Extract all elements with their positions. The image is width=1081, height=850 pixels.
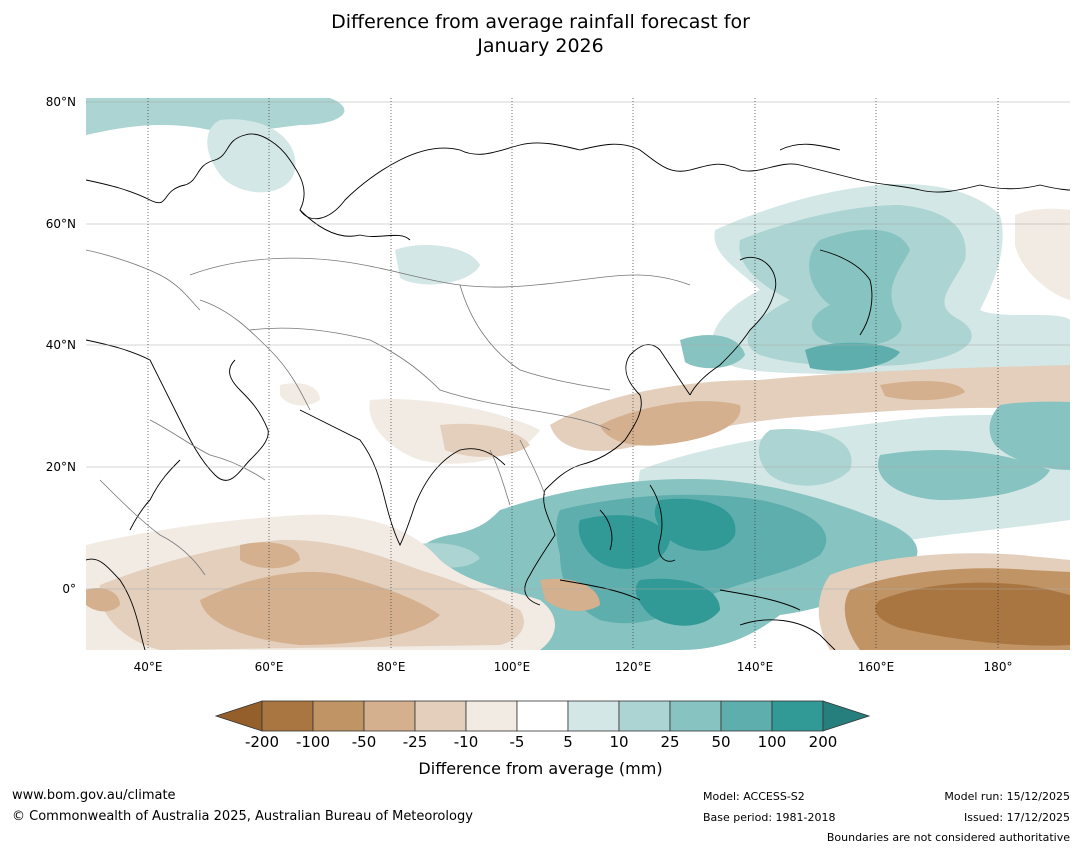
anomaly-alaska-dry — [1015, 208, 1070, 300]
anomaly-tropical-pacific-wet-3 — [989, 401, 1070, 470]
lon-label-120e: 120°E — [614, 660, 652, 674]
issued-text: Issued: 17/12/2025 — [963, 811, 1070, 824]
lon-label-40e: 40°E — [133, 660, 163, 674]
anomaly-mongolia-wet — [395, 245, 480, 285]
anomaly-indian-ocean-dry-3 — [200, 571, 440, 645]
meridians — [147, 98, 999, 650]
lat-label-60n: 60°N — [45, 217, 76, 231]
colorbar-tick-label: 10 — [609, 733, 629, 751]
colorbar-tick-label: -10 — [453, 733, 479, 751]
colorbar-tick-label: 50 — [711, 733, 731, 751]
colorbar-tick-label: -50 — [351, 733, 377, 751]
anomaly-nw-pacific-wet-4 — [805, 342, 900, 371]
anomaly-java-sea-dry — [540, 578, 600, 612]
lon-label-80e: 80°E — [376, 660, 406, 674]
colorbar-swatch-5 — [516, 700, 569, 732]
base-period-text: Base period: 1981-2018 — [703, 811, 836, 824]
anomaly-africa-coast-dry — [86, 588, 120, 612]
graticule — [86, 101, 1070, 590]
anomaly-tropical-pacific-wet-4 — [878, 450, 1050, 500]
model-text: Model: ACCESS-S2 — [703, 790, 805, 803]
lat-label-0: 0° — [62, 582, 76, 596]
anomaly-south-asia-dry-2 — [440, 423, 530, 457]
anomaly-kara-wet — [207, 119, 296, 193]
colorbar-swatch-2 — [363, 700, 416, 732]
colorbar-label: Difference from average (mm) — [418, 759, 663, 778]
lat-label-40n: 40°N — [45, 338, 76, 352]
colorbar-tick-label: -200 — [244, 733, 280, 751]
lon-label-160e: 160°E — [857, 660, 895, 674]
colorbar-swatch-1 — [312, 700, 365, 732]
anomaly-tropical-pacific-wet-2 — [758, 429, 852, 486]
lat-label-20n: 20°N — [45, 460, 76, 474]
title-line-2: January 2026 — [477, 35, 604, 57]
colorbar-under-arrow — [214, 700, 263, 732]
colorbar-tick-label: -5 — [509, 733, 525, 751]
colorbar-tick-label: 5 — [563, 733, 573, 751]
colorbar-swatch-4 — [465, 700, 518, 732]
colorbar-tick-label: -100 — [295, 733, 331, 751]
title-line-1: Difference from average rainfall forecas… — [331, 11, 750, 33]
anomaly-maritime-wet-3 — [578, 515, 670, 569]
colorbar — [214, 700, 871, 732]
colorbar-swatch-0 — [261, 700, 314, 732]
lon-label-140e: 140°E — [736, 660, 774, 674]
anomaly-subtropical-dry-2 — [600, 401, 741, 446]
anomaly-arctic-wet — [86, 98, 345, 135]
copyright-text: © Commonwealth of Australia 2025, Austra… — [12, 809, 473, 824]
colorbar-tick-label: 100 — [757, 733, 787, 751]
colorbar-swatch-10 — [771, 700, 824, 732]
anomaly-south-pacific-dry-3 — [875, 582, 1070, 646]
colorbar-swatch-8 — [669, 700, 722, 732]
anomaly-indian-ocean-dry-4 — [240, 542, 300, 569]
colorbar-tick-label: 200 — [808, 733, 838, 751]
anomaly-maritime-wet-4 — [654, 498, 736, 551]
anomaly-fields — [86, 98, 1070, 650]
anomaly-maritime-wet-5 — [635, 578, 720, 626]
map-title: Difference from average rainfall forecas… — [0, 10, 1081, 58]
colorbar-swatch-7 — [618, 700, 671, 732]
model-run-text: Model run: 15/12/2025 — [944, 790, 1070, 803]
anomaly-japan-wet — [680, 335, 745, 369]
colorbar-over-arrow — [822, 700, 871, 732]
anomaly-nw-pacific-wet-3 — [809, 229, 910, 347]
colorbar-tick-label: -25 — [402, 733, 428, 751]
lat-label-80n: 80°N — [45, 95, 76, 109]
disclaimer-text: Boundaries are not considered authoritat… — [826, 831, 1070, 844]
country-boundaries — [86, 249, 691, 576]
lon-label-60e: 60°E — [254, 660, 284, 674]
anomaly-arabia-dry — [280, 383, 320, 406]
lon-label-100e: 100°E — [493, 660, 531, 674]
anomaly-subtropical-dry-3 — [880, 380, 965, 401]
colorbar-tick-label: 25 — [660, 733, 680, 751]
coastlines — [86, 133, 1070, 650]
lon-label-180: 180° — [983, 660, 1013, 674]
colorbar-swatch-3 — [414, 700, 467, 732]
colorbar-swatch-9 — [720, 700, 773, 732]
website-link[interactable]: www.bom.gov.au/climate — [12, 788, 176, 803]
colorbar-swatch-6 — [567, 700, 620, 732]
